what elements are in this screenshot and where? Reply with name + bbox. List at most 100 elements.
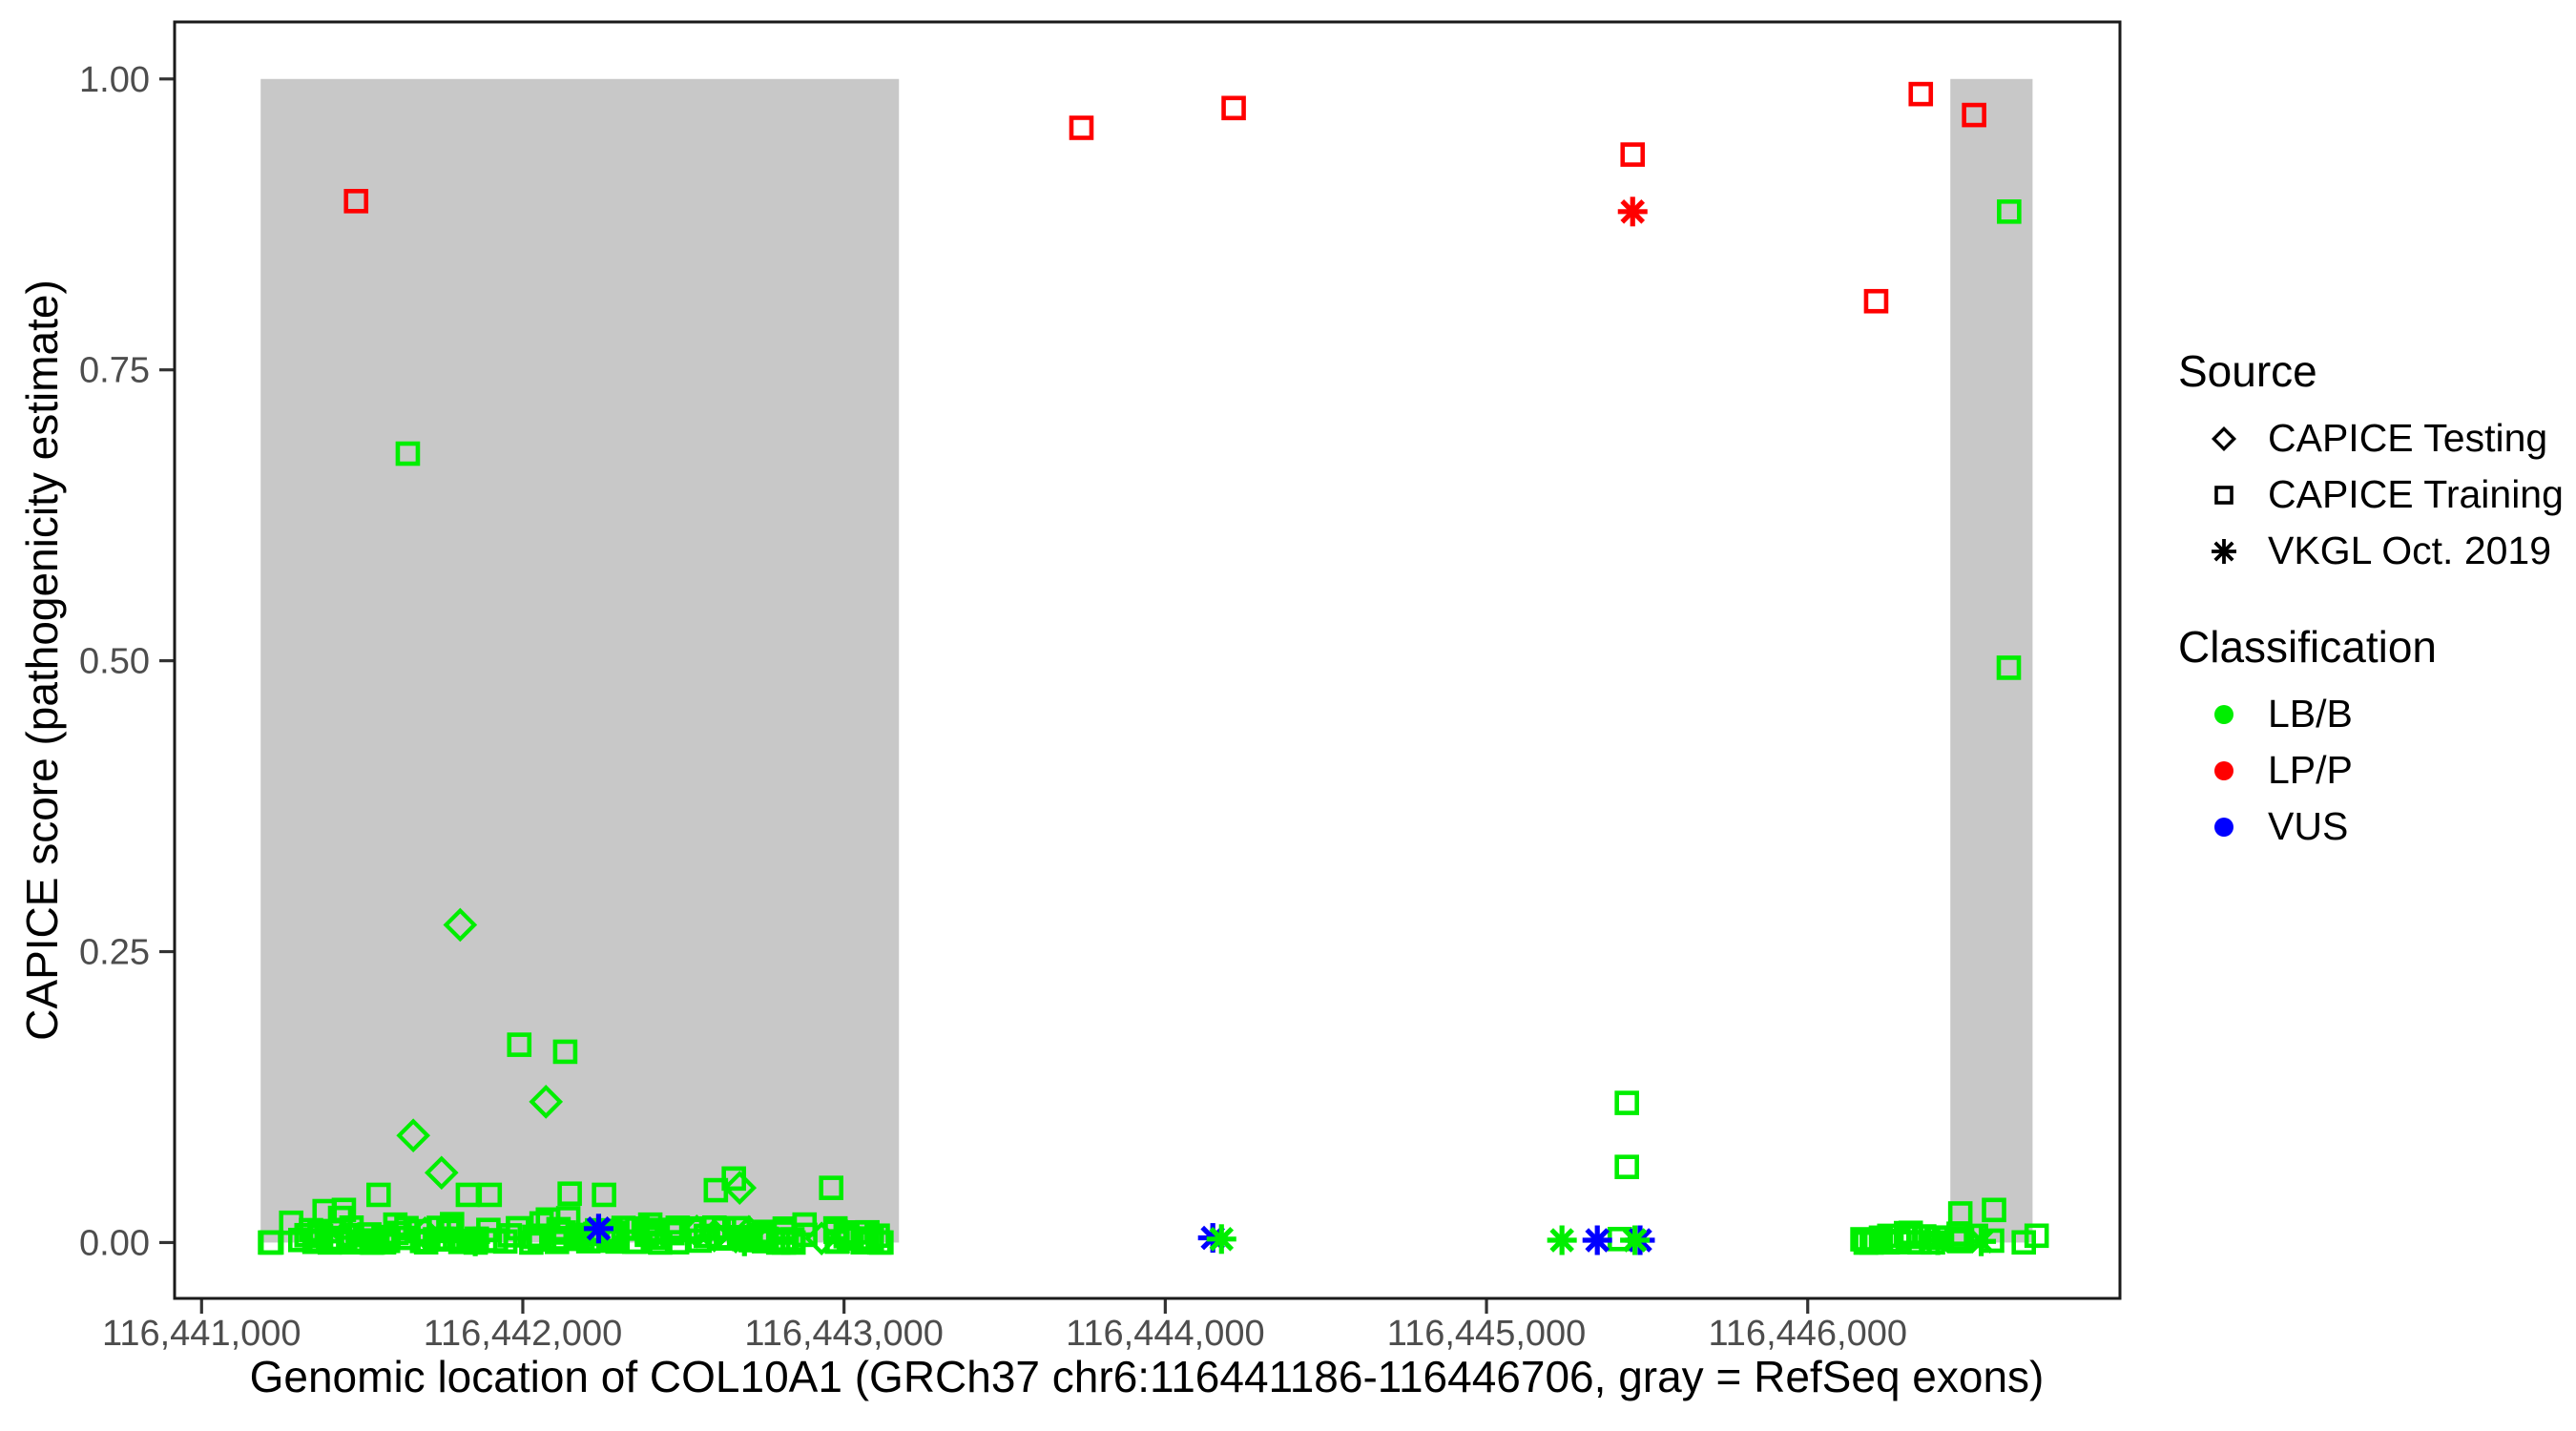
legend-label: VUS bbox=[2268, 804, 2349, 848]
data-point-square bbox=[2011, 1230, 2037, 1255]
x-tick-label: 116,443,000 bbox=[744, 1314, 944, 1354]
square-marker-icon bbox=[2178, 476, 2268, 514]
data-point-square bbox=[1908, 81, 1934, 107]
data-point-square bbox=[1996, 655, 2022, 680]
data-point-diamond bbox=[424, 1155, 459, 1191]
legend-source-title: Source bbox=[2178, 346, 2317, 396]
data-point-square bbox=[492, 1229, 518, 1255]
data-point-square bbox=[440, 1212, 465, 1236]
data-point-square bbox=[1620, 142, 1646, 167]
data-point-asterisk bbox=[1547, 1225, 1577, 1255]
data-point-square bbox=[1894, 1220, 1919, 1246]
y-tick-label: 0.75 bbox=[79, 351, 150, 391]
data-point-square bbox=[331, 1197, 357, 1223]
y-tick-label: 0.50 bbox=[79, 642, 150, 682]
data-point-square bbox=[703, 1177, 729, 1203]
y-tick-label: 1.00 bbox=[79, 60, 150, 100]
data-point-square bbox=[507, 1032, 532, 1057]
data-point-diamond bbox=[722, 1171, 758, 1205]
data-point-square bbox=[1221, 95, 1246, 121]
legend-item-capice-testing: CAPICE Testing bbox=[2178, 410, 2564, 467]
blue-dot-icon bbox=[2178, 808, 2268, 846]
legend-item-capice-training: CAPICE Training bbox=[2178, 467, 2564, 523]
x-tick-label: 116,446,000 bbox=[1708, 1314, 1907, 1354]
legend-label: CAPICE Training bbox=[2268, 472, 2564, 516]
exon-region bbox=[260, 78, 900, 1243]
data-point-square bbox=[279, 1210, 304, 1235]
legend: Source CAPICE Testing CAPICE Training bbox=[2178, 345, 2564, 855]
data-point-square bbox=[535, 1207, 561, 1233]
data-point-square bbox=[552, 1039, 578, 1065]
data-point-diamond bbox=[443, 907, 478, 943]
data-point-square bbox=[1997, 199, 2022, 224]
data-point-square bbox=[1614, 1154, 1639, 1179]
y-tick-label: 0.00 bbox=[79, 1223, 150, 1263]
legend-label: LB/B bbox=[2268, 692, 2353, 736]
data-point-square bbox=[529, 1211, 554, 1236]
data-point-square bbox=[1962, 102, 1986, 128]
data-point-square bbox=[395, 441, 421, 467]
data-point-square bbox=[1982, 1197, 2006, 1223]
data-point-square bbox=[383, 1212, 408, 1237]
data-point-square bbox=[477, 1182, 503, 1208]
data-point-square bbox=[637, 1212, 663, 1237]
legend-item-vus: VUS bbox=[2178, 798, 2564, 855]
data-point-asterisk bbox=[1582, 1225, 1612, 1255]
data-point-square bbox=[824, 1229, 849, 1255]
data-point-square bbox=[1863, 288, 1889, 314]
legend-label: LP/P bbox=[2268, 748, 2353, 792]
data-point-square bbox=[365, 1182, 391, 1208]
diamond-marker-icon bbox=[2178, 420, 2268, 458]
data-point-square bbox=[792, 1212, 818, 1237]
x-tick-label: 116,442,000 bbox=[424, 1314, 623, 1354]
data-point-asterisk bbox=[1620, 1225, 1651, 1255]
data-point-asterisk bbox=[583, 1213, 613, 1244]
data-point-square bbox=[664, 1230, 690, 1255]
data-point-square bbox=[305, 1228, 330, 1254]
legend-label: VKGL Oct. 2019 bbox=[2268, 529, 2552, 572]
data-point-diamond bbox=[407, 1216, 443, 1251]
data-point-asterisk bbox=[1206, 1224, 1236, 1255]
data-point-diamond bbox=[396, 1118, 430, 1153]
legend-item-lpp: LP/P bbox=[2178, 742, 2564, 798]
y-axis-title: CAPICE score (pathogenicity estimate) bbox=[17, 280, 67, 1041]
x-tick-label: 116,441,000 bbox=[102, 1314, 301, 1354]
data-point-square bbox=[343, 189, 369, 214]
red-dot-icon bbox=[2178, 752, 2268, 790]
data-point-square bbox=[866, 1230, 892, 1255]
x-tick-label: 116,445,000 bbox=[1387, 1314, 1587, 1354]
legend-classification-title: Classification bbox=[2178, 622, 2437, 672]
data-point-square bbox=[1947, 1201, 1973, 1226]
data-point-diamond bbox=[529, 1085, 564, 1119]
data-point-square bbox=[819, 1175, 843, 1200]
data-point-square bbox=[1861, 1230, 1886, 1255]
data-point-square bbox=[850, 1230, 876, 1255]
plot-panel-border bbox=[173, 20, 2122, 1300]
data-point-square bbox=[592, 1182, 616, 1208]
data-point-diamond bbox=[804, 1221, 839, 1255]
data-point-square bbox=[1069, 115, 1094, 140]
asterisk-marker-icon bbox=[2178, 532, 2268, 570]
data-point-square bbox=[1614, 1090, 1639, 1115]
legend-item-vkgl: VKGL Oct. 2019 bbox=[2178, 523, 2564, 579]
green-dot-icon bbox=[2178, 695, 2268, 734]
data-point-asterisk bbox=[1617, 197, 1648, 227]
data-point-square bbox=[557, 1181, 582, 1207]
data-point-asterisk bbox=[1966, 1226, 1997, 1256]
data-point-square bbox=[622, 1229, 647, 1255]
x-axis-title: Genomic location of COL10A1 (GRCh37 chr6… bbox=[249, 1352, 2045, 1401]
data-point-square bbox=[2024, 1223, 2049, 1249]
data-point-square bbox=[774, 1227, 800, 1253]
data-point-asterisk bbox=[1922, 1225, 1953, 1255]
data-point-diamond bbox=[696, 1218, 732, 1253]
data-point-asterisk bbox=[729, 1226, 759, 1256]
data-point-square bbox=[497, 1223, 523, 1248]
y-tick-label: 0.25 bbox=[79, 933, 150, 973]
data-point-diamond bbox=[330, 1216, 364, 1252]
x-tick-label: 116,444,000 bbox=[1066, 1314, 1265, 1354]
data-point-square bbox=[258, 1230, 282, 1255]
legend-item-lbb: LB/B bbox=[2178, 686, 2564, 742]
data-point-asterisk bbox=[460, 1226, 490, 1256]
